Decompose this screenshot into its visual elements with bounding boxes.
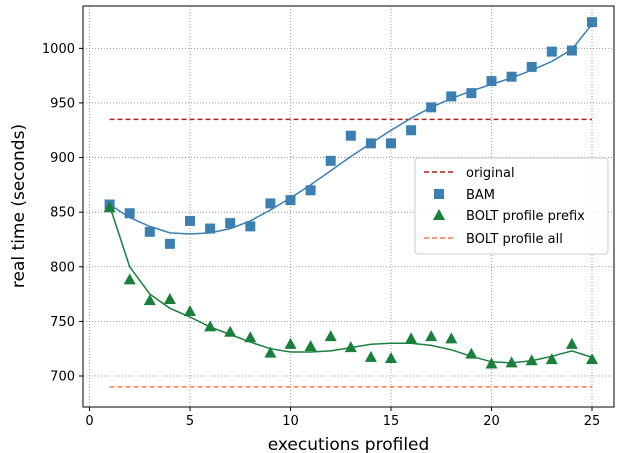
plot-frame xyxy=(82,5,615,408)
x-axis-label: executions profiled xyxy=(268,435,430,453)
bolt-prefix-point xyxy=(586,353,598,365)
bolt-prefix-point xyxy=(364,350,377,362)
x-axis-ticks: 0 5 10 15 20 25 xyxy=(85,407,600,429)
legend-box xyxy=(414,157,609,255)
bolt-prefix-point xyxy=(143,294,156,306)
bolt-prefix-point xyxy=(163,293,176,305)
x-tick-label: 20 xyxy=(483,414,500,429)
bam-point xyxy=(406,125,417,136)
y-tick-label: 850 xyxy=(50,206,75,221)
y-axis-label: real time (seconds) xyxy=(9,124,29,288)
plot-series xyxy=(103,17,598,388)
bolt-prefix-point xyxy=(244,331,257,343)
bolt-prefix-point xyxy=(184,305,196,317)
y-tick-label: 750 xyxy=(50,315,75,330)
bolt-prefix-point xyxy=(505,356,518,368)
bam-point xyxy=(506,71,517,82)
bolt-prefix-point xyxy=(485,357,498,369)
bolt-prefix-point xyxy=(385,352,397,364)
bam-point xyxy=(285,195,296,206)
legend-bolt-all-label: BOLT profile all xyxy=(466,232,563,247)
bam-point xyxy=(426,102,437,113)
legend-bolt-prefix-swatch xyxy=(433,209,445,220)
bolt-prefix-point xyxy=(264,346,277,358)
bam-point xyxy=(365,138,376,149)
bam-point xyxy=(185,215,195,226)
bam-point xyxy=(325,155,336,166)
y-tick-label: 1000 xyxy=(42,42,75,57)
bam-point xyxy=(164,238,175,249)
bam-point xyxy=(245,221,256,232)
bam-point xyxy=(526,61,537,72)
bam-point xyxy=(587,17,597,28)
bam-point xyxy=(225,218,236,229)
grid-lines xyxy=(83,6,614,407)
bolt-prefix-point xyxy=(344,341,357,353)
bam-point xyxy=(466,88,477,99)
bolt-prefix-point xyxy=(445,332,458,344)
y-tick-label: 950 xyxy=(50,96,75,111)
bam-point xyxy=(546,46,557,57)
x-tick-label: 5 xyxy=(186,414,194,429)
bolt-prefix-point xyxy=(565,337,578,349)
bam-point xyxy=(144,226,155,237)
bolt-prefix-point xyxy=(284,337,297,349)
x-tick-label: 15 xyxy=(383,414,400,429)
bam-point xyxy=(386,138,396,149)
legend-original-label: original xyxy=(466,166,515,181)
bolt-prefix-point xyxy=(304,340,317,352)
x-tick-label: 25 xyxy=(584,414,601,429)
legend-bam-swatch xyxy=(434,189,444,199)
bam-point xyxy=(446,91,457,102)
x-tick-label: 10 xyxy=(282,414,299,429)
legend-bolt-prefix-label: BOLT profile prefix xyxy=(466,209,585,224)
legend-bam-label: BAM xyxy=(466,188,495,203)
x-tick-label: 0 xyxy=(85,414,93,429)
bolt-prefix-point xyxy=(525,354,538,366)
bam-point xyxy=(124,208,135,219)
y-axis-ticks: 700 750 800 850 900 950 1000 xyxy=(42,42,83,385)
bolt-prefix-point xyxy=(545,353,558,365)
bam-point xyxy=(305,185,316,196)
y-tick-label: 800 xyxy=(50,260,75,275)
bolt-prefix-point xyxy=(224,325,237,337)
bolt-prefix-point xyxy=(465,347,478,359)
bolt-prefix-point xyxy=(204,320,217,332)
legend: original BAM BOLT profile prefix BOLT pr… xyxy=(414,157,609,255)
bolt-prefix-point xyxy=(123,273,136,285)
bam-point xyxy=(205,223,216,234)
bolt-prefix-point xyxy=(405,332,418,344)
y-tick-label: 900 xyxy=(50,151,75,166)
bolt-prefix-point xyxy=(425,330,438,342)
y-tick-label: 700 xyxy=(50,370,75,385)
bam-point xyxy=(486,76,497,87)
bolt-prefix-point xyxy=(324,330,337,342)
bam-point xyxy=(566,45,577,56)
bam-point xyxy=(345,130,356,141)
bolt-prefix-point xyxy=(103,201,116,213)
bam-point xyxy=(265,198,276,209)
